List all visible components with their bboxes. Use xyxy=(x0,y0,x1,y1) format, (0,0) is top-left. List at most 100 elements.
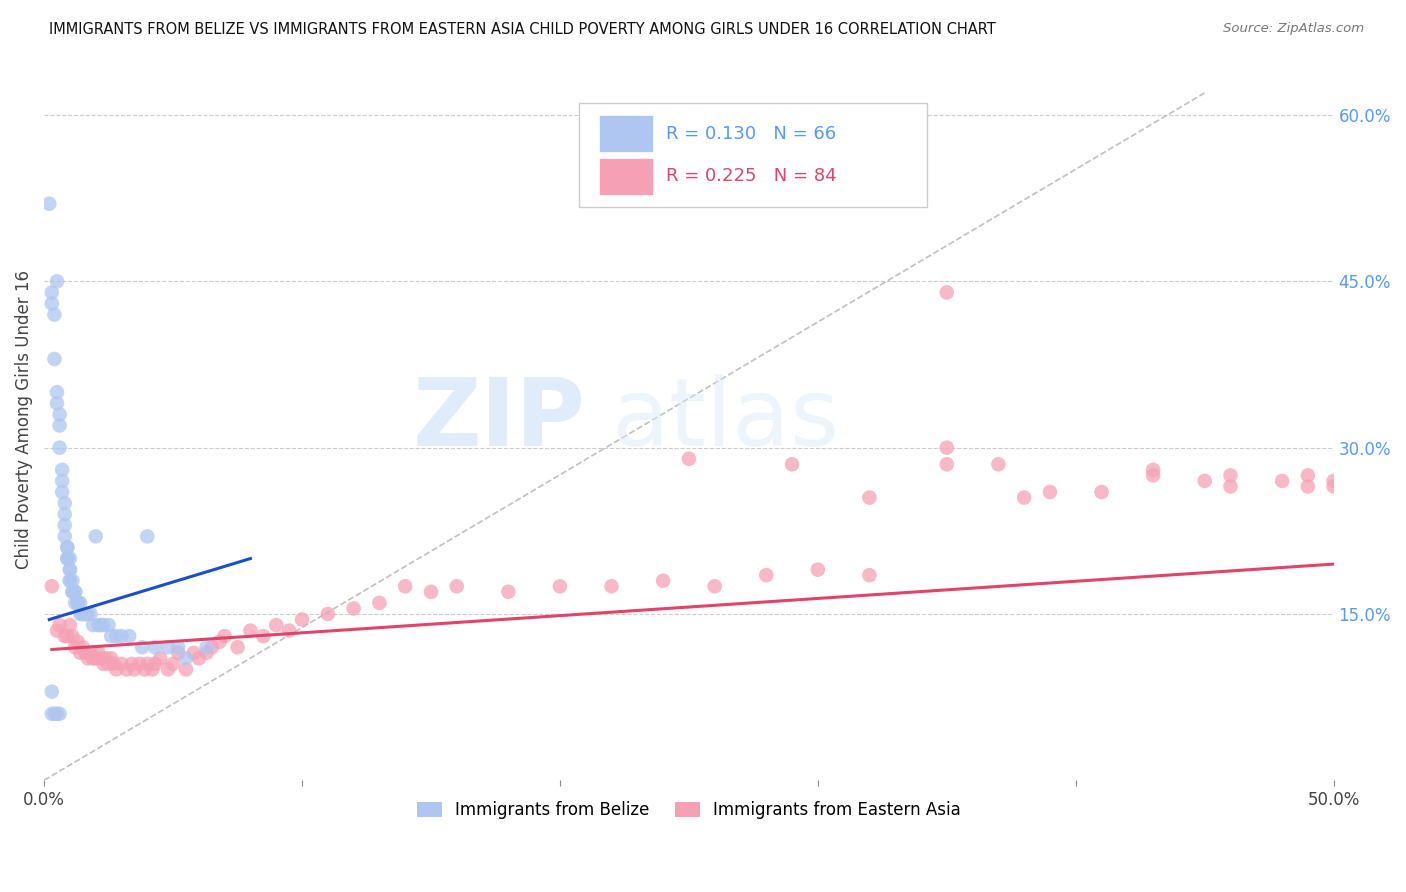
Point xyxy=(1194,474,1216,488)
Point xyxy=(69,607,91,621)
Point xyxy=(66,596,89,610)
Point xyxy=(124,662,146,676)
Point xyxy=(62,584,84,599)
Point xyxy=(1323,474,1346,488)
Point xyxy=(1012,491,1035,505)
Point xyxy=(1142,463,1164,477)
Point xyxy=(44,706,66,721)
Point xyxy=(63,584,86,599)
Point xyxy=(143,657,166,671)
Point xyxy=(66,596,89,610)
Point xyxy=(59,563,82,577)
Point xyxy=(195,640,218,655)
Point xyxy=(46,385,69,400)
Point xyxy=(82,618,104,632)
Point xyxy=(935,441,957,455)
Point xyxy=(600,579,623,593)
Point xyxy=(56,541,79,555)
Point xyxy=(87,618,110,632)
FancyBboxPatch shape xyxy=(599,158,652,195)
Point xyxy=(48,408,70,422)
Point xyxy=(226,640,249,655)
Point xyxy=(264,618,287,632)
Point xyxy=(935,285,957,300)
Point xyxy=(1271,474,1294,488)
Point xyxy=(48,706,70,721)
Point xyxy=(149,651,172,665)
Point xyxy=(94,651,117,665)
Point xyxy=(174,662,197,676)
Point xyxy=(162,657,184,671)
Point xyxy=(167,640,190,655)
Point xyxy=(75,607,97,621)
Point xyxy=(316,607,339,621)
Point xyxy=(420,584,443,599)
Point xyxy=(77,651,100,665)
Point xyxy=(131,640,153,655)
Point xyxy=(69,596,91,610)
Y-axis label: Child Poverty Among Girls Under 16: Child Poverty Among Girls Under 16 xyxy=(15,270,32,569)
Point xyxy=(780,458,803,472)
Text: ZIP: ZIP xyxy=(413,374,586,466)
Point xyxy=(56,551,79,566)
Point xyxy=(143,640,166,655)
Point xyxy=(51,463,73,477)
Point xyxy=(342,601,364,615)
Point xyxy=(48,441,70,455)
Point xyxy=(84,529,107,543)
Point xyxy=(77,607,100,621)
Point xyxy=(703,579,725,593)
Point xyxy=(72,640,94,655)
Point xyxy=(278,624,301,638)
Point xyxy=(63,584,86,599)
Point xyxy=(446,579,468,593)
Point xyxy=(46,396,69,410)
Point xyxy=(62,574,84,588)
Point xyxy=(548,579,571,593)
FancyBboxPatch shape xyxy=(579,103,928,207)
Point xyxy=(807,563,830,577)
Point xyxy=(136,657,159,671)
Point xyxy=(214,629,236,643)
Point xyxy=(90,618,112,632)
Point xyxy=(156,640,179,655)
Point xyxy=(156,662,179,676)
Point xyxy=(51,485,73,500)
Point xyxy=(201,640,224,655)
Point xyxy=(87,646,110,660)
Point xyxy=(134,662,156,676)
Point xyxy=(167,646,190,660)
Text: Source: ZipAtlas.com: Source: ZipAtlas.com xyxy=(1223,22,1364,36)
Point xyxy=(41,706,63,721)
Point xyxy=(41,296,63,310)
Point xyxy=(63,640,86,655)
Point xyxy=(187,651,209,665)
Point xyxy=(195,646,218,660)
Point xyxy=(75,646,97,660)
Point xyxy=(136,529,159,543)
FancyBboxPatch shape xyxy=(599,115,652,153)
Point xyxy=(1039,485,1062,500)
Point xyxy=(41,285,63,300)
Point xyxy=(46,274,69,288)
Point xyxy=(100,629,122,643)
Point xyxy=(66,634,89,648)
Point xyxy=(53,529,76,543)
Point xyxy=(46,706,69,721)
Point xyxy=(82,651,104,665)
Point xyxy=(56,541,79,555)
Point xyxy=(66,596,89,610)
Point xyxy=(115,662,138,676)
Point xyxy=(53,518,76,533)
Point xyxy=(46,624,69,638)
Point xyxy=(208,634,231,648)
Point xyxy=(1142,468,1164,483)
Point xyxy=(53,629,76,643)
Point xyxy=(935,458,957,472)
Text: R = 0.225   N = 84: R = 0.225 N = 84 xyxy=(665,168,837,186)
Point xyxy=(44,351,66,366)
Point xyxy=(84,651,107,665)
Point xyxy=(110,657,132,671)
Point xyxy=(858,491,880,505)
Point xyxy=(59,574,82,588)
